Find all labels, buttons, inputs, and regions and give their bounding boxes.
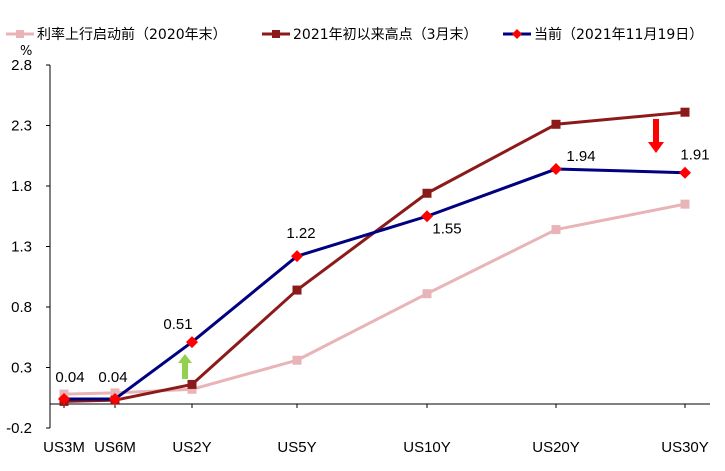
data-label: 0.04: [98, 369, 127, 386]
data-label: 1.94: [566, 148, 595, 165]
data-point: [110, 388, 120, 398]
legend-item-1: 利率上行启动前（2020年末）: [6, 26, 227, 43]
series-layer: 0.04 0.04 0.51 1.22 1.55 1.94 1.91: [55, 107, 710, 406]
data-point: [58, 392, 70, 405]
data-label: 0.51: [163, 316, 192, 333]
y-tick-label: 0.8: [11, 299, 32, 316]
legend-label: 2021年初以来高点（3月末）: [293, 26, 478, 43]
chart-axes: 2.8 2.3 1.8 1.3 0.8 0.3 -0.2 US3M US6M US2Y US5Y US…: [6, 57, 710, 456]
legend-item-2: 2021年初以来高点（3月末）: [262, 26, 478, 43]
data-point: [186, 336, 198, 349]
chart-legend: 利率上行启动前（2020年末） 2021年初以来高点（3月末） 当前（2021年11…: [6, 26, 703, 43]
data-point: [680, 107, 690, 117]
data-point: [109, 392, 121, 405]
data-point: [187, 379, 197, 389]
x-tick-label: US5Y: [277, 439, 316, 456]
data-point: [421, 210, 433, 223]
x-tick-label: US2Y: [172, 439, 211, 456]
data-label: 1.91: [680, 147, 709, 164]
data-point: [551, 119, 561, 129]
legend-label: 当前（2021年11月19日）: [534, 26, 703, 43]
y-tick-label: 1.8: [11, 178, 32, 195]
x-tick-label: US20Y: [532, 439, 580, 456]
data-point: [292, 285, 302, 295]
x-tick-label: US3M: [43, 439, 85, 456]
data-point: [550, 163, 562, 176]
data-point: [291, 250, 303, 263]
y-tick-label: 1.3: [11, 239, 32, 256]
y-tick-label: 2.8: [11, 57, 32, 74]
x-tick-label: US6M: [94, 439, 136, 456]
series-3: 0.04 0.04 0.51 1.22 1.55 1.94 1.91: [55, 147, 710, 405]
data-point: [551, 225, 561, 235]
data-label: 1.22: [286, 225, 315, 242]
y-tick-label: 2.3: [11, 118, 32, 135]
legend-item-3: 当前（2021年11月19日）: [503, 26, 703, 43]
data-point: [422, 289, 432, 299]
y-axis-unit: %: [20, 44, 32, 59]
annotation-layer: [178, 119, 664, 379]
up-arrow-icon: [178, 354, 192, 379]
legend-swatch-marker: [512, 29, 522, 39]
series-line: [64, 167, 686, 401]
legend-swatch-marker: [16, 30, 24, 38]
x-tick-label: US10Y: [403, 439, 451, 456]
data-point: [187, 384, 197, 394]
data-label: 0.04: [55, 369, 84, 386]
y-tick-label: -0.2: [6, 420, 32, 437]
legend-swatch-marker: [272, 30, 280, 38]
data-label: 1.55: [432, 220, 461, 237]
down-arrow-icon: [648, 119, 664, 153]
data-point: [679, 166, 691, 179]
y-tick-label: 0.3: [11, 360, 32, 377]
legend-label: 利率上行启动前（2020年末）: [37, 26, 227, 43]
data-point: [422, 188, 432, 198]
data-point: [680, 199, 690, 209]
data-point: [292, 355, 302, 365]
x-tick-label: US30Y: [661, 439, 709, 456]
